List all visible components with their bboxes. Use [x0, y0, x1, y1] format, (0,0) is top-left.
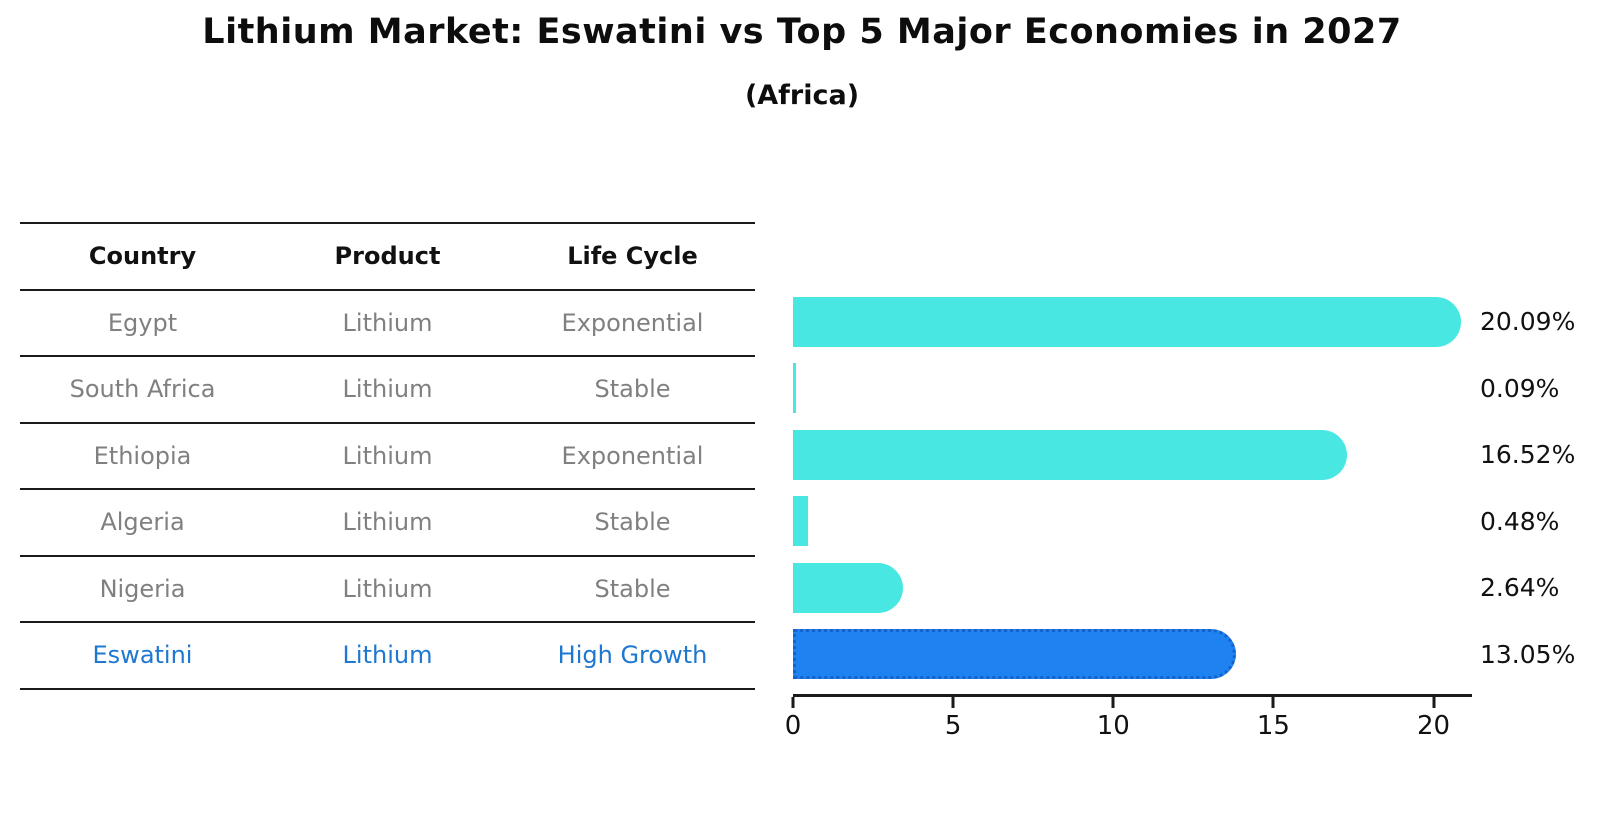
value-label: 13.05%: [1480, 639, 1576, 669]
bar-ethiopia: [793, 429, 1347, 480]
column-header-life-cycle: Life Cycle: [567, 242, 698, 271]
tick-label: 15: [1256, 711, 1290, 741]
value-label: 0.09%: [1480, 373, 1560, 403]
bar-row: [793, 289, 1470, 356]
table-row: Egypt Lithium Exponential: [20, 288, 755, 356]
bar-row: [793, 355, 1470, 422]
tick-label: 20: [1417, 711, 1451, 741]
value-label: 2.64%: [1480, 573, 1560, 603]
cell-life-cycle: Exponential: [561, 308, 704, 337]
chart-subtitle: (Africa): [744, 80, 860, 111]
tick-mark: [1111, 697, 1115, 708]
cell-country: Ethiopia: [93, 441, 192, 470]
value-label-column: 20.09% 0.09% 16.52% 0.48% 2.64% 13.05%: [1480, 289, 1604, 688]
table-row: Ethiopia Lithium Exponential: [20, 421, 755, 489]
value-label: 0.48%: [1480, 506, 1560, 536]
bar-south-africa: [793, 363, 796, 414]
cell-life-cycle: Stable: [594, 574, 671, 603]
bar-row: [793, 621, 1470, 688]
cell-product: Lithium: [342, 375, 433, 404]
cell-product: Lithium: [342, 508, 433, 537]
bar-egypt: [793, 296, 1461, 347]
cell-country: Nigeria: [99, 574, 186, 603]
table-row-highlighted: Eswatini Lithium High Growth: [20, 621, 755, 688]
chart-title: Lithium Market: Eswatini vs Top 5 Major …: [202, 12, 1402, 52]
cell-country: Algeria: [100, 508, 185, 537]
x-axis-line: [793, 694, 1472, 697]
x-axis: 0 5 10 15 20: [785, 694, 1472, 749]
bar-row: [793, 422, 1470, 489]
cell-life-cycle: Exponential: [561, 441, 704, 470]
cell-country: Egypt: [107, 308, 178, 337]
cell-product: Lithium: [342, 308, 433, 337]
column-header-country: Country: [88, 242, 197, 271]
cell-country: Eswatini: [92, 641, 193, 670]
tick-label: 0: [784, 711, 802, 741]
cell-life-cycle: Stable: [594, 508, 671, 537]
tick-label: 10: [1096, 711, 1130, 741]
cell-product: Lithium: [342, 641, 433, 670]
country-table: Country Product Life Cycle Egypt Lithium…: [20, 222, 755, 690]
bar-row: [793, 555, 1470, 622]
bar-chart-area: [793, 289, 1470, 688]
bar-eswatini-highlighted: [793, 629, 1236, 680]
tick-mark: [1432, 697, 1436, 708]
cell-country: South Africa: [69, 375, 216, 404]
table-row: Algeria Lithium Stable: [20, 488, 755, 555]
value-label: 16.52%: [1480, 440, 1576, 470]
cell-product: Lithium: [342, 441, 433, 470]
cell-product: Lithium: [342, 574, 433, 603]
tick-mark: [1271, 697, 1275, 708]
bar-nigeria: [793, 562, 904, 613]
tick-mark: [791, 697, 795, 708]
bar-algeria: [793, 496, 809, 547]
bar-row: [793, 488, 1470, 555]
cell-life-cycle: High Growth: [557, 641, 708, 670]
cell-life-cycle: Stable: [594, 375, 671, 404]
table-row: South Africa Lithium Stable: [20, 355, 755, 422]
table-header-row: Country Product Life Cycle: [20, 222, 755, 289]
column-header-product: Product: [334, 242, 441, 271]
tick-mark: [951, 697, 955, 708]
tick-label: 5: [944, 711, 962, 741]
value-label: 20.09%: [1480, 307, 1576, 337]
table-row: Nigeria Lithium Stable: [20, 554, 755, 622]
